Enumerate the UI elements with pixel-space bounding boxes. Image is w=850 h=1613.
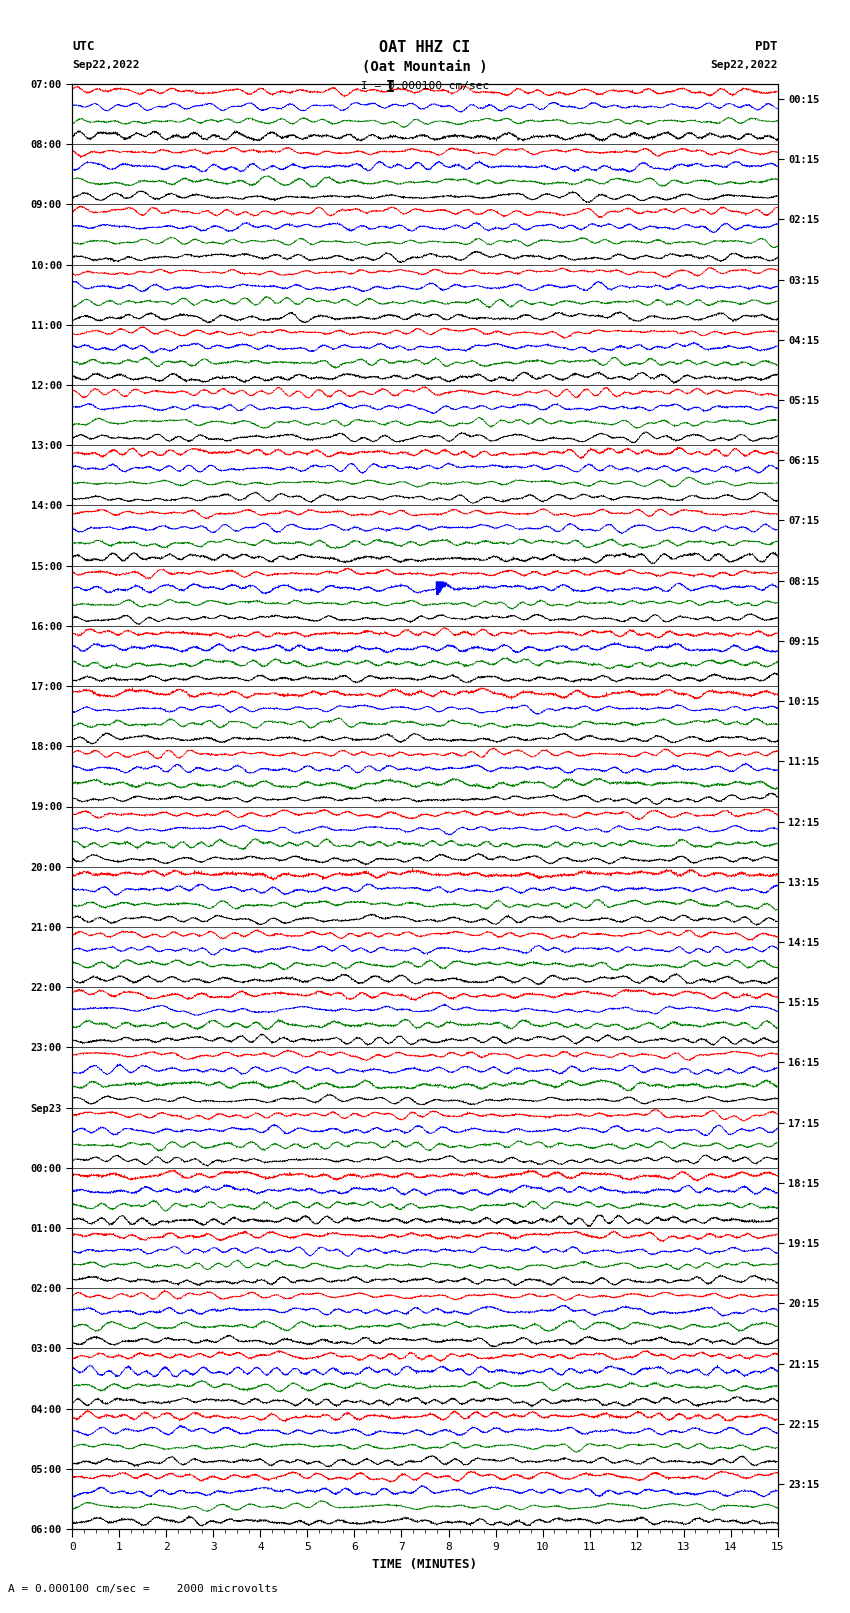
Text: Sep22,2022: Sep22,2022 [72,60,139,69]
Text: PDT: PDT [756,40,778,53]
Text: (Oat Mountain ): (Oat Mountain ) [362,60,488,74]
Text: I: I [386,79,395,95]
Text: I = 0.000100 cm/sec: I = 0.000100 cm/sec [361,81,489,90]
Text: A = 0.000100 cm/sec =    2000 microvolts: A = 0.000100 cm/sec = 2000 microvolts [8,1584,279,1594]
X-axis label: TIME (MINUTES): TIME (MINUTES) [372,1558,478,1571]
Text: Sep22,2022: Sep22,2022 [711,60,778,69]
Text: UTC: UTC [72,40,94,53]
Text: OAT HHZ CI: OAT HHZ CI [379,40,471,55]
